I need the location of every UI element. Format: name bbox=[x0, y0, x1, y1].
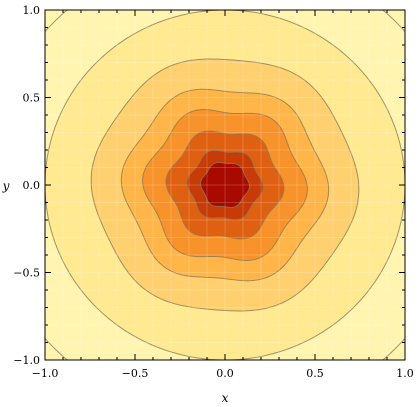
y-tick-label: −1.0 bbox=[13, 354, 40, 367]
contour-level-8 bbox=[199, 161, 251, 209]
y-tick-label: −0.5 bbox=[13, 267, 40, 280]
y-tick-labels: −1.0 −0.5 0.0 0.5 1.0 bbox=[13, 4, 40, 367]
y-axis-label: y bbox=[2, 179, 10, 193]
x-tick-label: −0.5 bbox=[122, 367, 149, 380]
x-tick-label: −1.0 bbox=[32, 367, 59, 380]
x-tick-labels: −1.0 −0.5 0.0 0.5 1.0 bbox=[32, 367, 414, 380]
y-tick-label: 1.0 bbox=[23, 4, 41, 17]
x-tick-label: 0.0 bbox=[216, 367, 234, 380]
axis-ticks bbox=[44, 9, 406, 361]
gridlines bbox=[45, 10, 405, 360]
x-tick-label: 1.0 bbox=[396, 367, 414, 380]
x-tick-label: 0.5 bbox=[306, 367, 324, 380]
x-axis-label: x bbox=[222, 391, 229, 405]
y-tick-label: 0.0 bbox=[23, 179, 41, 192]
y-tick-label: 0.5 bbox=[23, 92, 41, 105]
